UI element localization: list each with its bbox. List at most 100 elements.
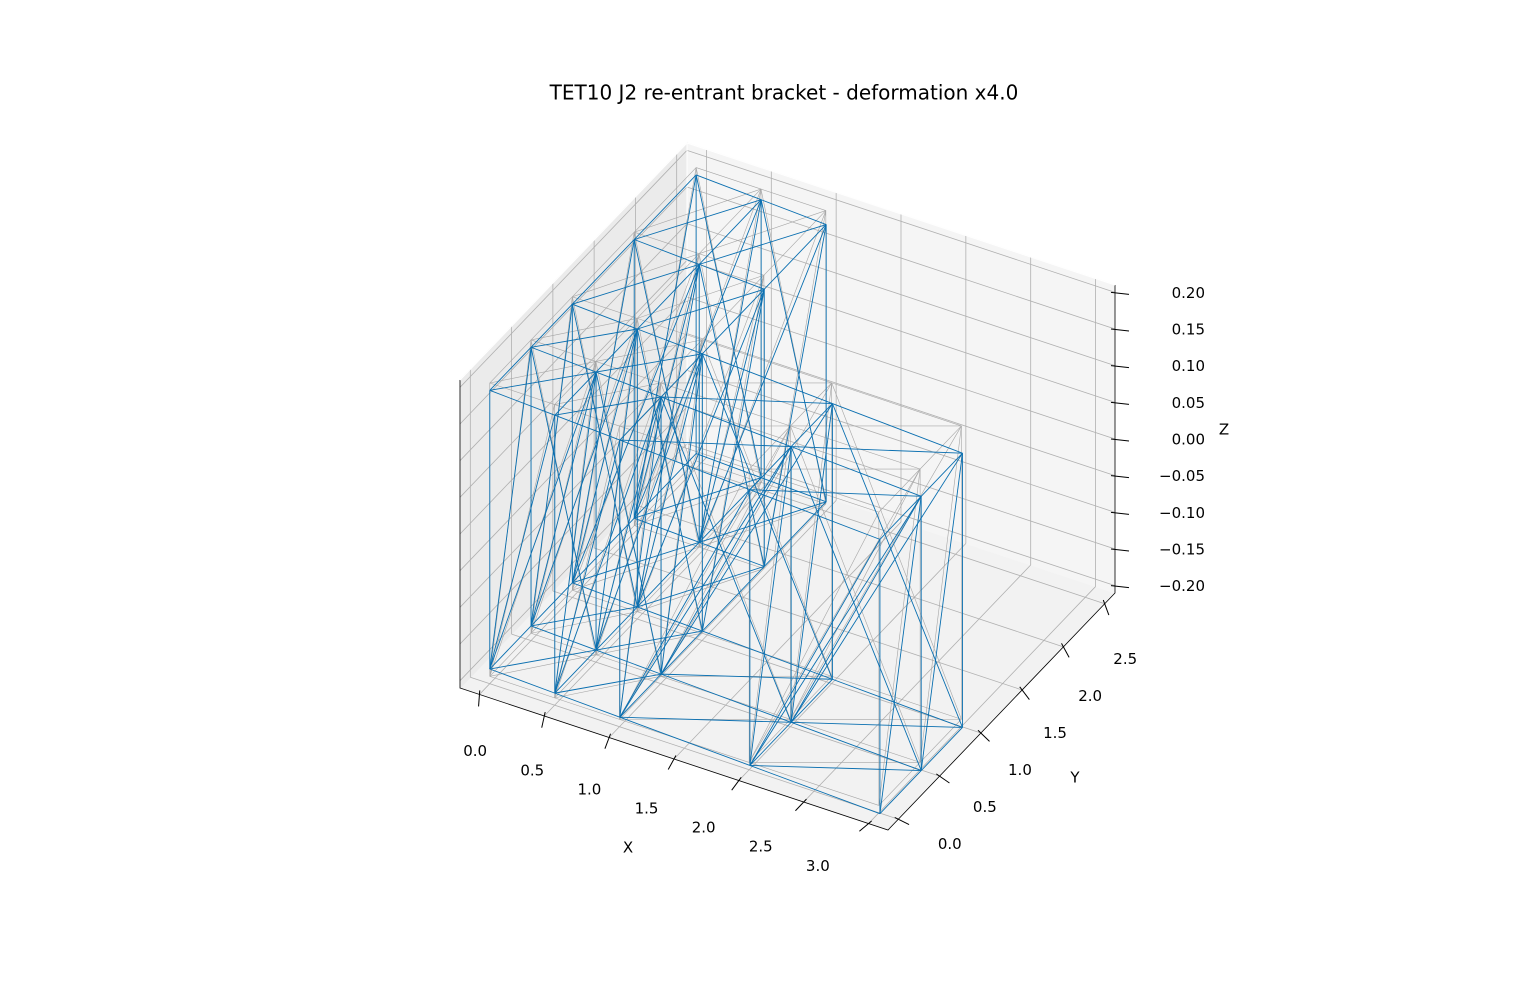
mesh-edge bbox=[571, 517, 635, 584]
mesh-edge bbox=[619, 396, 662, 718]
y-tick-label: 0.0 bbox=[938, 835, 962, 853]
mesh-edge bbox=[749, 722, 792, 766]
mesh-edge bbox=[489, 654, 596, 677]
mesh-edge bbox=[749, 446, 792, 491]
mesh-edge bbox=[572, 589, 638, 612]
mesh-edge bbox=[920, 727, 963, 771]
mesh-edge bbox=[878, 468, 921, 806]
mesh-edge bbox=[698, 199, 762, 543]
mesh-edge bbox=[489, 633, 532, 677]
mesh-edge bbox=[634, 477, 762, 519]
mesh-edge bbox=[619, 716, 792, 723]
y-tick-label: 2.5 bbox=[1113, 650, 1137, 668]
mesh-edge bbox=[554, 439, 621, 694]
mesh-edge bbox=[554, 396, 662, 416]
mesh-edge bbox=[595, 339, 703, 362]
mesh-edge bbox=[619, 439, 792, 448]
mesh-edge bbox=[878, 468, 921, 513]
mesh-edge bbox=[790, 452, 963, 723]
mesh-edge bbox=[919, 425, 962, 470]
mesh-edge bbox=[660, 353, 703, 398]
mesh-edge bbox=[879, 770, 922, 814]
y-tick bbox=[936, 773, 950, 784]
mesh-edge bbox=[595, 649, 662, 675]
grid-line bbox=[459, 333, 688, 571]
y-tick-label: 1.5 bbox=[1043, 724, 1067, 742]
mesh-edge bbox=[619, 425, 791, 720]
mesh-edge bbox=[489, 625, 532, 670]
mesh-edge bbox=[595, 630, 703, 651]
mesh-edge bbox=[619, 439, 751, 491]
z-tick-label: −0.10 bbox=[1159, 504, 1205, 522]
mesh-edge bbox=[634, 525, 700, 548]
axis-line bbox=[459, 285, 1116, 831]
mesh-edge bbox=[660, 403, 833, 675]
mesh-edge bbox=[701, 568, 765, 634]
mesh-edge bbox=[702, 353, 833, 404]
mesh-edge bbox=[660, 446, 792, 675]
z-tick bbox=[1110, 475, 1130, 479]
mesh-edge bbox=[530, 328, 638, 627]
mesh-edge bbox=[636, 546, 700, 612]
z-tick-label: 0.20 bbox=[1172, 284, 1205, 302]
mesh-edge bbox=[698, 199, 762, 265]
mesh-edge bbox=[760, 199, 827, 502]
mesh-edge bbox=[696, 460, 762, 483]
grid-line bbox=[608, 500, 837, 738]
mesh-edge bbox=[634, 199, 762, 240]
mesh-edge bbox=[530, 632, 596, 656]
mesh-edge bbox=[790, 468, 921, 720]
mesh-edge bbox=[660, 353, 703, 675]
mesh-edge bbox=[530, 318, 638, 634]
mesh-edge bbox=[699, 224, 827, 265]
mesh-edge bbox=[749, 489, 881, 540]
mesh-edge bbox=[701, 275, 765, 341]
y-axis-label: Y bbox=[1069, 769, 1080, 787]
mesh-edge bbox=[749, 468, 879, 513]
mesh-edge bbox=[749, 446, 792, 766]
x-tick-label: 1.0 bbox=[577, 780, 601, 798]
mesh-edge bbox=[791, 446, 963, 454]
z-tick bbox=[1110, 365, 1130, 369]
mesh-edge bbox=[878, 762, 921, 806]
grid-line bbox=[459, 186, 688, 425]
mesh-edge bbox=[554, 673, 662, 694]
mesh-edge bbox=[633, 453, 697, 519]
mesh-edge bbox=[572, 231, 635, 298]
mesh-edge bbox=[634, 482, 762, 526]
mesh-edge bbox=[661, 673, 833, 680]
mesh-edge bbox=[489, 676, 555, 699]
mesh-edge bbox=[791, 721, 963, 728]
y-tick bbox=[977, 729, 990, 742]
mesh-edge bbox=[920, 453, 963, 771]
grid-line bbox=[738, 543, 967, 781]
y-tick bbox=[894, 817, 910, 826]
mesh-edge bbox=[634, 188, 762, 233]
x-tick-label: 0.5 bbox=[520, 761, 544, 779]
mesh-edge bbox=[572, 253, 700, 298]
mesh-edge bbox=[749, 764, 922, 772]
mesh-edge bbox=[763, 210, 827, 276]
mesh-edge bbox=[636, 289, 765, 608]
x-tick bbox=[541, 711, 546, 728]
mesh-edge bbox=[634, 239, 700, 265]
z-tick bbox=[1110, 511, 1130, 515]
y-tick-label: 1.0 bbox=[1008, 761, 1032, 779]
mesh-edge bbox=[619, 489, 751, 718]
mesh-edge bbox=[595, 654, 661, 677]
mesh-edge bbox=[619, 673, 662, 718]
mesh-edge bbox=[595, 353, 703, 373]
grid-line bbox=[635, 504, 1064, 648]
mesh-edge bbox=[489, 371, 597, 670]
mesh-edge bbox=[831, 675, 962, 720]
mesh-edge bbox=[637, 565, 765, 608]
mesh-edge bbox=[637, 274, 765, 319]
grid-line bbox=[686, 406, 1116, 550]
grid-line bbox=[686, 223, 1116, 367]
mesh-edge bbox=[749, 496, 922, 766]
mesh-edge bbox=[660, 382, 791, 427]
x-tick bbox=[795, 798, 807, 812]
mesh-edge bbox=[790, 678, 833, 723]
x-axis-label: X bbox=[623, 839, 633, 857]
